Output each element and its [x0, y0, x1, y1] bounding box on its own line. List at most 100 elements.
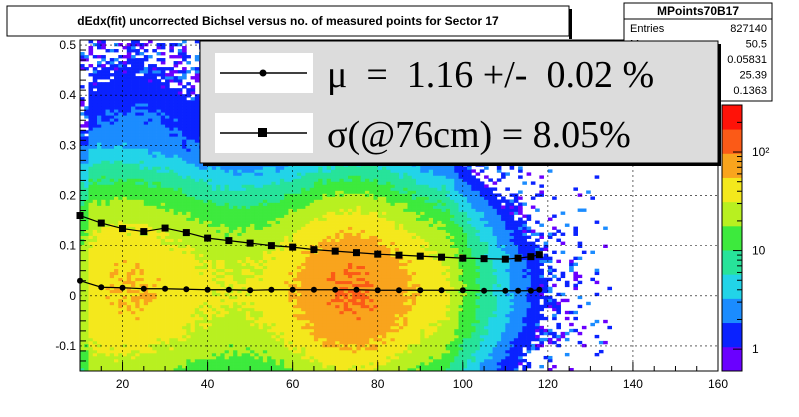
heatmap-cell: [245, 208, 251, 212]
heatmap-cell: [165, 127, 170, 131]
heatmap-cell: [194, 202, 200, 206]
heatmap-cell: [105, 364, 111, 369]
heatmap-cell: [211, 340, 217, 345]
heatmap-cell: [233, 337, 238, 342]
heatmap-cell: [131, 241, 136, 245]
heatmap-cell: [254, 325, 259, 330]
heatmap-cell: [122, 274, 128, 279]
heatmap-cell: [182, 112, 187, 116]
heatmap-cell: [245, 313, 251, 318]
heatmap-cell: [216, 169, 221, 173]
heatmap-cell: [186, 274, 191, 279]
heatmap-cell: [207, 304, 213, 309]
heatmap-cell: [207, 283, 213, 288]
heatmap-cell: [148, 355, 153, 360]
heatmap-cell: [203, 271, 208, 276]
heatmap-cell: [203, 361, 208, 366]
heatmap-cell: [173, 310, 179, 315]
heatmap-cell: [271, 358, 276, 363]
heatmap-cell: [156, 196, 162, 200]
heatmap-cell: [126, 346, 132, 351]
heatmap-cell: [216, 193, 221, 197]
heatmap-cell: [258, 328, 264, 333]
heatmap-cell: [199, 259, 204, 264]
heatmap-cell: [160, 184, 166, 188]
heatmap-cell: [284, 184, 289, 188]
heatmap-cell: [237, 262, 242, 267]
heatmap-cell: [190, 112, 196, 116]
heatmap-cell: [228, 313, 234, 318]
heatmap-cell: [190, 133, 196, 137]
heatmap-cell: [267, 199, 272, 203]
heatmap-cell: [139, 214, 145, 218]
heatmap-cell: [88, 124, 94, 128]
heatmap-cell: [126, 259, 132, 264]
heatmap-cell: [122, 190, 128, 194]
heatmap-cell: [152, 130, 157, 134]
heatmap-cell: [203, 265, 208, 270]
heatmap-cell: [97, 232, 102, 236]
heatmap-cell: [160, 280, 166, 285]
heatmap-cell: [156, 235, 162, 239]
heatmap-cell: [228, 181, 234, 185]
heatmap-cell: [173, 277, 179, 282]
heatmap-cell: [190, 67, 196, 71]
heatmap-cell: [101, 172, 106, 176]
heatmap-cell: [186, 265, 191, 270]
heatmap-cell: [216, 298, 221, 303]
heatmap-cell: [216, 241, 221, 245]
heatmap-cell: [114, 154, 119, 158]
heatmap-cell: [288, 271, 294, 276]
heatmap-cell: [250, 208, 255, 212]
heatmap-cell: [135, 262, 140, 267]
heatmap-cell: [173, 145, 179, 149]
heatmap-cell: [233, 244, 238, 248]
heatmap-cell: [211, 256, 217, 261]
heatmap-cell: [271, 232, 276, 236]
heatmap-cell: [186, 169, 191, 173]
heatmap-cell: [92, 85, 98, 89]
heatmap-cell: [186, 178, 191, 182]
heatmap-cell: [194, 283, 200, 288]
heatmap-cell: [284, 304, 289, 309]
heatmap-cell: [284, 340, 289, 345]
heatmap-cell: [241, 295, 247, 300]
heatmap-cell: [97, 160, 102, 164]
heatmap-cell: [241, 241, 247, 245]
heatmap-cell: [105, 301, 111, 306]
heatmap-cell: [165, 106, 170, 110]
heatmap-cell: [80, 220, 85, 224]
heatmap-cell: [288, 211, 294, 215]
heatmap-cell: [152, 151, 157, 155]
heatmap-cell: [105, 256, 111, 261]
heatmap-cell: [233, 316, 238, 321]
heatmap-cell: [148, 82, 153, 86]
heatmap-cell: [126, 76, 132, 80]
heatmap-cell: [194, 226, 200, 230]
heatmap-cell: [241, 325, 247, 330]
heatmap-cell: [143, 316, 149, 321]
heatmap-cell: [186, 91, 191, 95]
heatmap-cell: [233, 352, 238, 357]
heatmap-cell: [139, 133, 145, 137]
heatmap-cell: [118, 76, 123, 80]
heatmap-cell: [177, 142, 183, 146]
heatmap-cell: [169, 181, 174, 185]
heatmap-cell: [250, 319, 255, 324]
heatmap-cell: [143, 169, 149, 173]
heatmap-cell: [288, 361, 294, 366]
heatmap-cell: [148, 97, 153, 101]
heatmap-cell: [84, 178, 89, 182]
heatmap-cell: [160, 262, 166, 267]
heatmap-cell: [194, 175, 200, 179]
heatmap-cell: [279, 346, 285, 351]
heatmap-cell: [194, 343, 200, 348]
heatmap-cell: [118, 97, 123, 101]
heatmap-cell: [156, 184, 162, 188]
heatmap-cell: [97, 88, 102, 92]
heatmap-cell: [160, 364, 166, 369]
heatmap-cell: [207, 292, 213, 297]
heatmap-cell: [165, 235, 170, 239]
heatmap-cell: [169, 349, 174, 354]
heatmap-cell: [211, 244, 217, 248]
